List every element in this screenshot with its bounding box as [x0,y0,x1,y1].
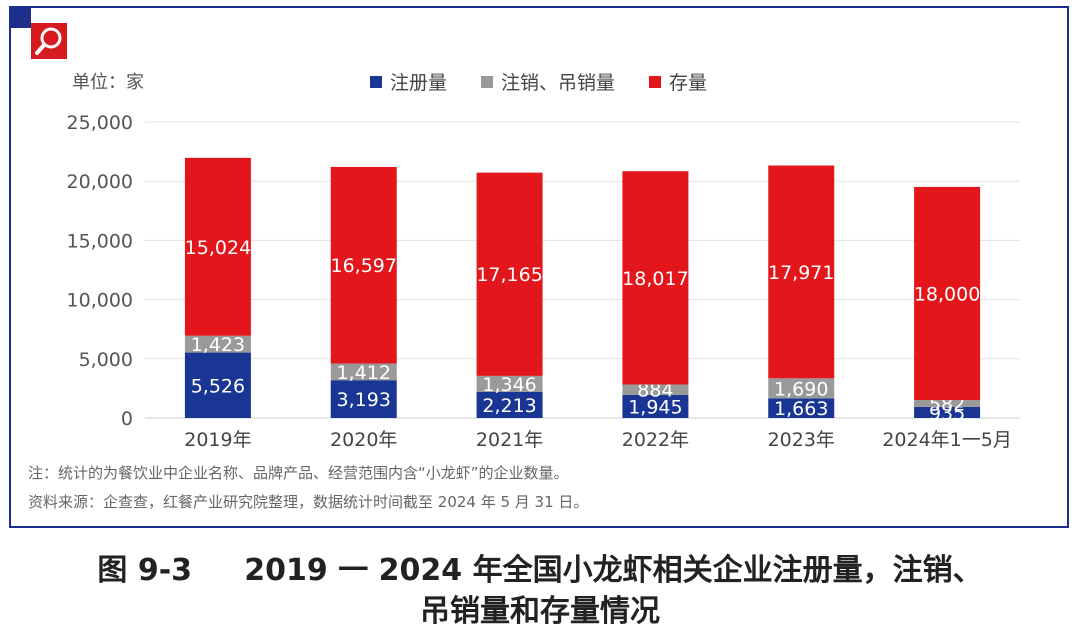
bar-segment [184,157,251,336]
x-tick-label: 2024年1一5月 [882,429,1012,451]
legend-swatch-registered [370,75,382,88]
data-label: 1,663 [774,398,828,420]
legend-swatch-cancelled [481,75,494,88]
bar-segment [622,384,689,395]
data-label: 3,193 [337,389,391,411]
bar-segment [476,391,543,418]
chart-legend: 注册量 注销、吊销量 存量 [370,68,707,95]
y-tick-label: 5,000 [79,349,133,371]
bar-segment [622,394,689,418]
data-label: 1,423 [191,334,245,356]
data-label: 2,213 [482,395,536,417]
bar-segment [914,406,981,418]
legend-label-registered: 注册量 [390,72,448,94]
data-label: 18,000 [914,283,980,305]
search-magnifier-icon [31,23,67,59]
chart-frame [9,6,1069,528]
data-label: 17,165 [476,264,542,286]
data-label: 1,412 [337,362,391,384]
data-label: 17,971 [768,262,834,284]
data-label: 15,024 [185,237,251,259]
x-tick-label: 2023年 [768,429,835,451]
y-tick-label: 15,000 [67,230,133,252]
bar-segment [768,378,835,399]
data-label: 18,017 [622,268,688,290]
legend-label-stock: 存量 [669,72,708,94]
bar-segment [476,375,543,392]
legend-item-cancelled: 注销、吊销量 [481,68,615,95]
x-tick-label: 2020年 [330,429,397,451]
legend-item-stock: 存量 [649,68,707,95]
data-label: 16,597 [331,255,397,277]
x-tick-label: 2021年 [476,429,543,451]
y-tick-label: 20,000 [67,171,133,193]
bar-segment [914,400,981,407]
bar-segment [914,186,981,401]
chart-source-note: 资料来源：企查查，红餐产业研究院整理，数据统计时间截至 2024 年 5 月 3… [28,493,589,511]
legend-label-cancelled: 注销、吊销量 [501,72,616,94]
figure-caption-line-1: 图 9-3 2019 一 2024 年全国小龙虾相关企业注册量，注销、 [97,553,983,588]
legend-swatch-stock [649,75,662,88]
bar-segment [768,165,835,379]
data-label: 884 [637,380,673,402]
bar-segment [622,171,689,385]
bar-segment [476,172,543,376]
x-tick-label: 2022年 [622,429,689,451]
bar-segment [330,380,397,418]
stacked-bar-chart: 0 5,000 10,000 15,000 20,000 25,000 5,526 1,423… [67,112,1020,451]
bar-segment [184,335,251,353]
y-tick-label: 10,000 [67,290,133,312]
data-label: 935 [929,402,965,424]
unit-label: 单位：家 [72,72,144,93]
y-tick-label: 0 [121,408,133,430]
legend-item-registered: 注册量 [370,68,447,95]
data-label: 1,690 [774,378,828,400]
corner-square-decoration [9,6,31,28]
chart-note: 注：统计的为餐饮业中企业名称、品牌产品、经营范围内含“小龙虾”的企业数量。 [28,464,569,482]
bar-segment [184,352,251,418]
bar-segment [768,398,835,418]
bar-segment [330,363,397,381]
data-label: 5,526 [191,375,245,397]
data-label: 1,945 [628,396,682,418]
x-tick-label: 2019年 [184,429,251,451]
y-tick-label: 25,000 [67,112,133,134]
data-label: 1,346 [482,374,536,396]
figure-caption-line-2: 吊销量和存量情况 [420,594,660,629]
bar-segment [330,166,397,364]
